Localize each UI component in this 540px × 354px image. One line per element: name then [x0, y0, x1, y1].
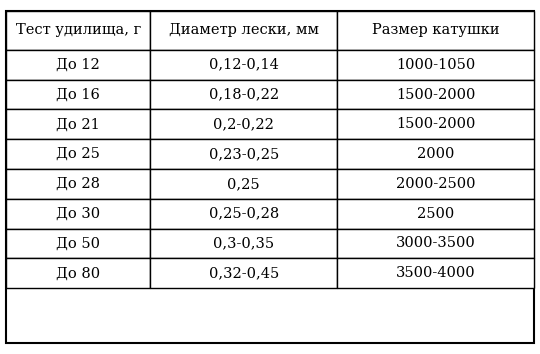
Bar: [6, 229, 150, 258]
Bar: [6, 80, 150, 109]
Bar: [338, 169, 534, 199]
Bar: [150, 11, 338, 50]
Bar: [6, 109, 150, 139]
Bar: [338, 229, 534, 258]
Text: 1500-2000: 1500-2000: [396, 117, 475, 131]
Text: 0,3-0,35: 0,3-0,35: [213, 236, 274, 251]
Text: До 16: До 16: [56, 87, 100, 102]
Text: 2000-2500: 2000-2500: [396, 177, 475, 191]
Bar: [150, 229, 338, 258]
Text: До 30: До 30: [56, 207, 100, 221]
Bar: [150, 139, 338, 169]
Bar: [6, 199, 150, 229]
Bar: [338, 80, 534, 109]
Bar: [6, 169, 150, 199]
Bar: [6, 258, 150, 288]
Bar: [338, 109, 534, 139]
Bar: [150, 169, 338, 199]
Bar: [338, 258, 534, 288]
Text: Диаметр лески, мм: Диаметр лески, мм: [168, 23, 319, 37]
Text: 0,25: 0,25: [227, 177, 260, 191]
Text: До 12: До 12: [56, 58, 100, 72]
Bar: [338, 199, 534, 229]
Text: До 28: До 28: [56, 177, 100, 191]
Text: До 25: До 25: [56, 147, 100, 161]
Bar: [338, 11, 534, 50]
Bar: [150, 109, 338, 139]
Text: 2500: 2500: [417, 207, 454, 221]
Text: Размер катушки: Размер катушки: [372, 23, 500, 37]
Text: 1500-2000: 1500-2000: [396, 87, 475, 102]
Bar: [338, 139, 534, 169]
Text: 0,25-0,28: 0,25-0,28: [208, 207, 279, 221]
Bar: [150, 258, 338, 288]
Text: 3500-4000: 3500-4000: [396, 266, 475, 280]
Text: 0,23-0,25: 0,23-0,25: [208, 147, 279, 161]
Bar: [150, 199, 338, 229]
Text: 2000: 2000: [417, 147, 454, 161]
Text: 0,12-0,14: 0,12-0,14: [209, 58, 279, 72]
Text: 0,2-0,22: 0,2-0,22: [213, 117, 274, 131]
Bar: [150, 50, 338, 80]
Text: До 50: До 50: [56, 236, 100, 251]
Text: 0,18-0,22: 0,18-0,22: [208, 87, 279, 102]
Text: Тест удилища, г: Тест удилища, г: [16, 23, 141, 37]
Bar: [150, 80, 338, 109]
Bar: [6, 139, 150, 169]
Bar: [338, 50, 534, 80]
Text: До 80: До 80: [56, 266, 100, 280]
Text: До 21: До 21: [56, 117, 100, 131]
Text: 1000-1050: 1000-1050: [396, 58, 475, 72]
Text: 3000-3500: 3000-3500: [396, 236, 475, 251]
Bar: [6, 11, 150, 50]
Bar: [6, 50, 150, 80]
Text: 0,32-0,45: 0,32-0,45: [208, 266, 279, 280]
